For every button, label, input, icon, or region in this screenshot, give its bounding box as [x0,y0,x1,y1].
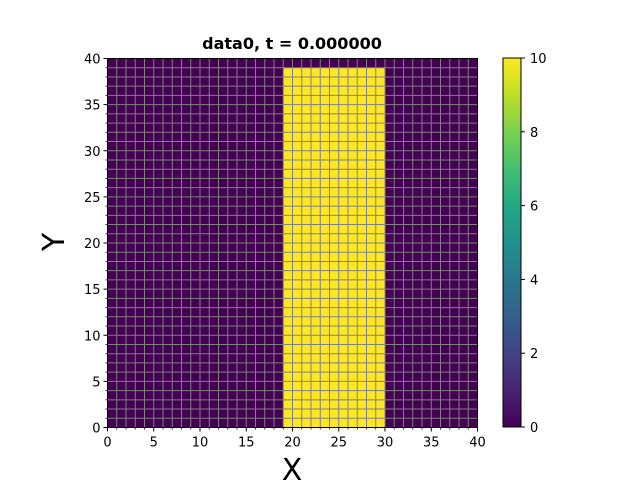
chart-title: data0, t = 0.000000 [202,34,382,53]
colorbar-tick-label: 8 [530,126,538,141]
y-tick-label: 15 [84,283,101,298]
x-tick-label: 30 [377,436,394,451]
colorbar-tick-label: 6 [530,200,538,215]
x-tick-label: 10 [192,436,209,451]
x-tick-label: 15 [238,436,255,451]
y-tick-label: 35 [84,99,101,114]
x-tick-label: 40 [469,436,486,451]
y-axis-label: Y [37,232,72,252]
plot-area [107,58,478,428]
y-tick-label: 20 [84,237,101,252]
cell-grid [107,58,478,428]
x-axis-label: X [282,453,303,480]
y-tick-label: 10 [84,329,101,344]
y-tick-label: 25 [84,191,101,206]
colorbar-tick-label: 10 [530,52,547,67]
x-tick-label: 25 [330,436,347,451]
x-tick-label: 35 [423,436,440,451]
y-tick-label: 0 [92,422,100,437]
y-axis-ticks: 0 5 10 15 20 25 30 35 40 [84,53,108,437]
x-axis-ticks: 0 5 10 15 20 25 30 35 40 [103,427,486,451]
y-tick-label: 5 [92,375,100,390]
x-tick-label: 20 [284,436,301,451]
colorbar-gradient [502,57,522,428]
x-tick-label: 5 [150,436,158,451]
colorbar-tick-label: 2 [530,347,538,362]
colorbar-ticks: 0 2 4 6 8 10 [521,52,547,436]
y-tick-label: 40 [84,53,101,68]
heatmap-region-0 [283,67,385,428]
heatmap-regions [283,67,385,428]
y-tick-label: 30 [84,145,101,160]
colorbar-tick-label: 4 [530,273,538,288]
x-tick-label: 0 [103,436,111,451]
colorbar: 0 2 4 6 8 10 [502,52,547,436]
colorbar-tick-label: 0 [530,421,538,436]
